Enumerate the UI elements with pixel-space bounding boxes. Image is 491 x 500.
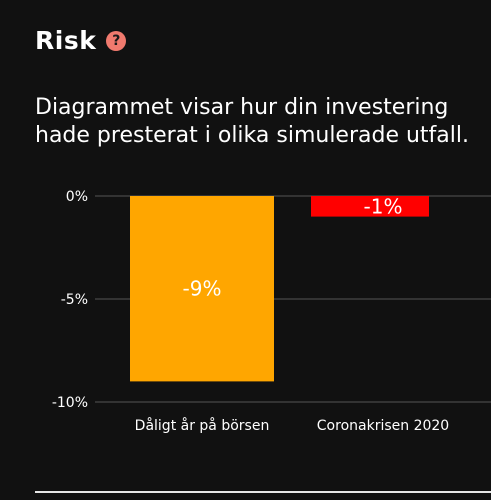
chart-description: Diagrammet visar hur din investering had…: [35, 95, 469, 148]
x-category-label: Coronakrisen 2020: [317, 418, 449, 434]
bar-value-label: -9%: [183, 277, 222, 301]
bar[interactable]: [130, 196, 274, 382]
section-title: Risk: [35, 26, 97, 55]
question-circle-icon[interactable]: ?: [106, 30, 127, 51]
section-header: Risk ?: [35, 26, 127, 55]
y-tick-label: 0%: [66, 189, 88, 205]
divider: [35, 491, 491, 493]
y-tick-label: -5%: [61, 292, 88, 308]
x-category-label: Dåligt år på börsen: [135, 417, 270, 434]
bar-value-label: -1%: [364, 194, 403, 218]
y-tick-label: -10%: [52, 395, 88, 411]
bar[interactable]: [311, 196, 429, 217]
